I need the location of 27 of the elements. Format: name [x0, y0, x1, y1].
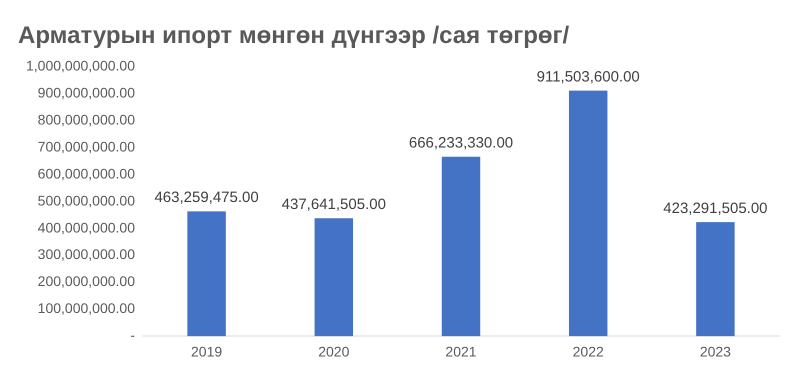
data-label: 666,233,330.00	[408, 134, 514, 152]
y-tick-label: 800,000,000.00	[38, 112, 136, 128]
y-tick-label: 300,000,000.00	[38, 246, 136, 262]
y-tick-label: 600,000,000.00	[38, 165, 136, 182]
data-label: 423,291,505.00	[663, 200, 768, 217]
data-label: 911,503,600.00	[536, 68, 640, 86]
y-tick-label: 900,000,000.00	[38, 84, 136, 101]
bar	[442, 156, 480, 336]
y-tick-label: 700,000,000.00	[38, 138, 136, 154]
x-tick-label: 2023	[700, 343, 732, 360]
y-tick-label: 100,000,000.00	[38, 300, 136, 316]
x-tick-label: 2020	[318, 343, 350, 360]
bar	[314, 218, 354, 336]
data-label: 463,259,475.00	[154, 189, 259, 206]
y-tick-label: -	[130, 327, 136, 344]
bar	[568, 90, 608, 336]
y-tick-label: 500,000,000.00	[38, 192, 136, 208]
bar	[187, 211, 226, 336]
y-tick-label: 400,000,000.00	[38, 219, 136, 236]
x-tick-label: 2019	[191, 343, 222, 360]
y-tick-label: 1,000,000,000.00	[26, 58, 136, 74]
x-tick-label: 2021	[445, 343, 477, 360]
y-tick-label: 200,000,000.00	[38, 273, 136, 290]
chart-title: Арматурын ипорт мөнгөн дүнгээр /сая төгрөг/	[18, 22, 570, 50]
bar	[696, 222, 735, 336]
x-tick-label: 2022	[572, 343, 604, 360]
data-label: 437,641,505.00	[282, 196, 386, 213]
